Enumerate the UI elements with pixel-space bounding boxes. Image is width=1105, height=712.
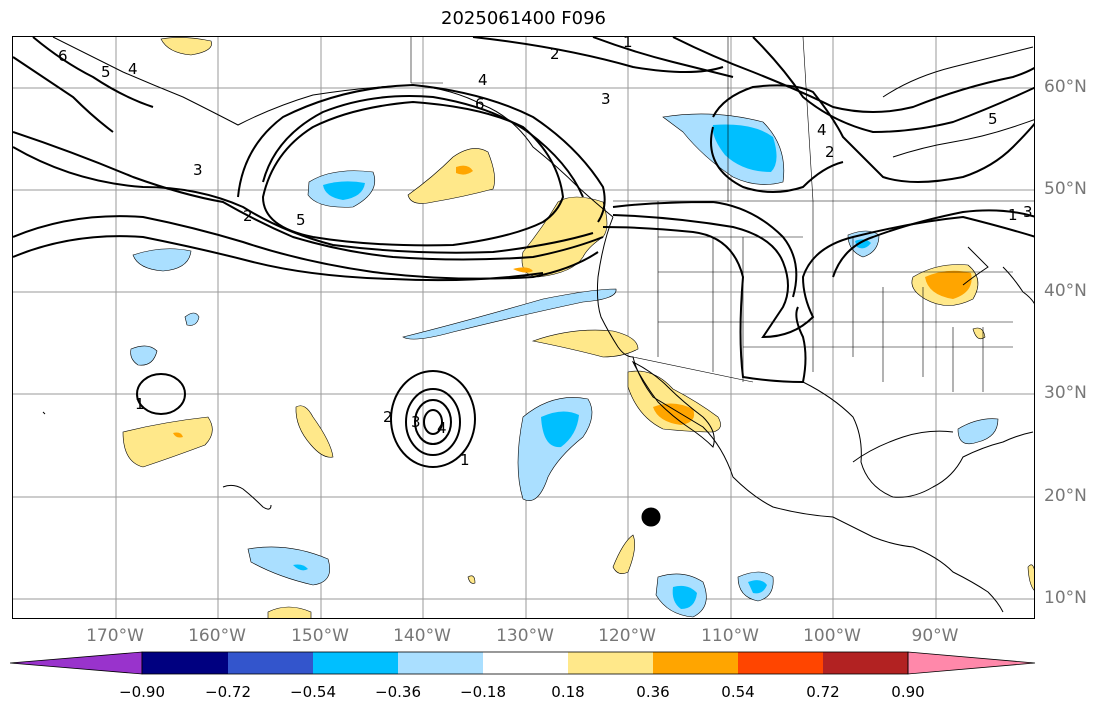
graticule	[13, 37, 1034, 618]
contour-label: 2	[243, 207, 253, 225]
colorbar-segment	[313, 652, 398, 674]
colorbar-tick: −0.36	[375, 683, 421, 701]
lon-label-170w: 170°W	[86, 626, 144, 646]
contour-label: 6	[58, 47, 68, 65]
contour-label: 5	[296, 211, 306, 229]
contour-label: 1	[460, 451, 470, 469]
map-frame: 6 5 4 3 2 1 4 3 2 1 1 2 3 4 5 6 4 2 1 5 …	[12, 36, 1035, 619]
contour-label: 2	[550, 45, 560, 63]
contour-label: 2	[383, 408, 393, 426]
colorbar-tick: −0.72	[205, 683, 251, 701]
lat-label-20: 20°N	[1044, 486, 1087, 506]
lon-label-130w: 130°W	[496, 626, 554, 646]
colorbar-segment	[568, 652, 653, 674]
colorbar-extend-high	[907, 651, 1036, 675]
colorbar	[10, 651, 1036, 675]
lon-label-150w: 150°W	[291, 626, 349, 646]
colorbar-segment	[483, 652, 568, 674]
colorbar-tick: 0.18	[551, 683, 585, 701]
contour-label: 4	[817, 121, 827, 139]
colorbar-segment	[653, 652, 738, 674]
lon-label-160w: 160°W	[188, 626, 246, 646]
contour-label: 3	[1023, 203, 1033, 221]
map-title: 2025061400 F096	[441, 8, 606, 29]
contour-label: 1	[623, 37, 633, 51]
colorbar-segment	[142, 652, 228, 674]
contour-label: 6	[475, 95, 485, 113]
lon-label-100w: 100°W	[803, 626, 861, 646]
colorbar-segment	[228, 652, 313, 674]
colorbar-tick: 0.90	[891, 683, 925, 701]
lat-label-30: 30°N	[1044, 383, 1087, 403]
contour-label: 4	[437, 419, 447, 437]
contour-label: 5	[101, 63, 111, 81]
map-canvas: 6 5 4 3 2 1 4 3 2 1 1 2 3 4 5 6 4 2 1 5 …	[13, 37, 1034, 618]
contour-label: 4	[128, 60, 138, 78]
contour-label: 1	[135, 395, 145, 413]
colorbar-tick: −0.54	[290, 683, 336, 701]
contour-label: 5	[988, 110, 998, 128]
colorbar-segment	[398, 652, 483, 674]
lat-label-50: 50°N	[1044, 179, 1087, 199]
contour-label: 3	[193, 161, 203, 179]
contour-labels: 6 5 4 3 2 1 4 3 2 1 1 2 3 4 5 6 4 2 1 5 …	[58, 37, 1033, 469]
contour-label: 4	[478, 71, 488, 89]
contour-label: 3	[601, 90, 611, 108]
contour-label: 1	[1008, 206, 1018, 224]
colorbar-tick: 0.36	[636, 683, 670, 701]
colorbar-segment	[738, 652, 823, 674]
lon-label-110w: 110°W	[701, 626, 759, 646]
political-borders	[410, 37, 1034, 392]
colorbar-tick: 0.72	[806, 683, 840, 701]
lon-label-90w: 90°W	[911, 626, 959, 646]
coastlines	[42, 37, 1034, 613]
contours	[13, 37, 1034, 468]
colorbar-extend-low	[10, 651, 143, 675]
colorbar-segment	[823, 652, 908, 674]
contour-label: 3	[411, 413, 421, 431]
colorbar-tick: −0.18	[460, 683, 506, 701]
colorbar-tick: −0.90	[119, 683, 165, 701]
lon-label-140w: 140°W	[393, 626, 451, 646]
lat-label-10: 10°N	[1044, 588, 1087, 608]
colorbar-tick: 0.54	[721, 683, 755, 701]
anomaly-fills	[122, 37, 1034, 618]
contour-label: 2	[825, 143, 835, 161]
lon-label-120w: 120°W	[598, 626, 656, 646]
lat-label-60: 60°N	[1044, 77, 1087, 97]
lat-label-40: 40°N	[1044, 281, 1087, 301]
